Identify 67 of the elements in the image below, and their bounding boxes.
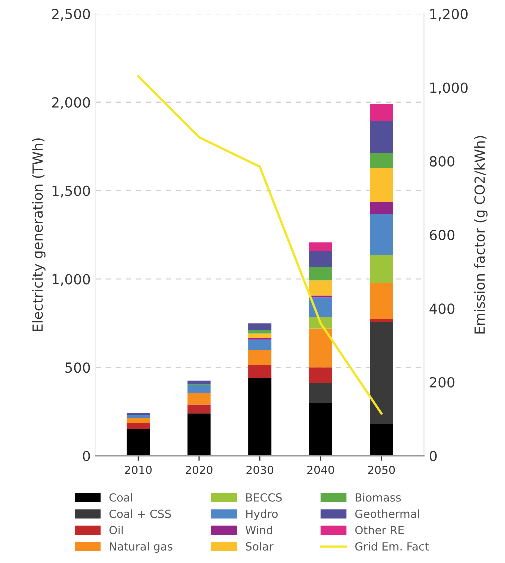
y-tick-label: 2,000 bbox=[52, 97, 90, 110]
bar bbox=[370, 202, 394, 214]
bar bbox=[370, 424, 394, 456]
bar bbox=[248, 340, 272, 350]
bar bbox=[188, 393, 211, 405]
y-tick-label: 1,500 bbox=[52, 186, 90, 198]
x-tick-label: 2030 bbox=[246, 466, 274, 474]
bar bbox=[309, 251, 332, 268]
legend-label: Geothermal bbox=[356, 510, 420, 518]
y2-tick-label: 400 bbox=[430, 304, 455, 314]
legend-label: Solar bbox=[246, 542, 274, 551]
bar bbox=[126, 423, 150, 430]
x-tick-label: 2010 bbox=[125, 466, 152, 474]
y2-tick-label: 200 bbox=[430, 377, 455, 388]
x-tick-label: 2040 bbox=[308, 466, 334, 474]
legend-label: Biomass bbox=[356, 493, 402, 502]
legend-label: Coal bbox=[110, 493, 132, 502]
bar bbox=[370, 256, 394, 284]
bar bbox=[188, 380, 211, 384]
bar bbox=[309, 384, 332, 403]
bar bbox=[370, 214, 394, 256]
bar bbox=[309, 280, 332, 296]
legend-label: BECCS bbox=[246, 494, 282, 502]
bar bbox=[126, 430, 150, 456]
y2-tick-label: 1,200 bbox=[430, 9, 468, 21]
y2-tick-label: 800 bbox=[430, 156, 455, 167]
y-tick-label: 0 bbox=[83, 451, 90, 462]
y2-axis-title: Emission factor (g CO2/kWh) bbox=[474, 136, 488, 334]
bar bbox=[370, 168, 394, 203]
x-tick-label: 2050 bbox=[368, 466, 396, 474]
bar bbox=[370, 283, 394, 320]
legend-label: Coal + CSS bbox=[110, 510, 172, 518]
line-series bbox=[137, 76, 383, 415]
y-tick-label: 500 bbox=[66, 362, 90, 374]
legend-label: Other RE bbox=[356, 526, 404, 535]
y-tick-label: 2,500 bbox=[52, 9, 90, 21]
bar bbox=[370, 153, 394, 168]
y2-tick-label: 0 bbox=[430, 451, 437, 462]
bar bbox=[370, 121, 394, 154]
legend-label: Grid Em. Fact bbox=[356, 542, 430, 551]
bar bbox=[309, 267, 332, 281]
bar bbox=[309, 242, 332, 252]
bar bbox=[309, 402, 332, 456]
bar bbox=[248, 378, 272, 456]
bar bbox=[248, 364, 272, 378]
y2-tick-label: 600 bbox=[430, 230, 455, 241]
y-axis-title: Electricity generation (TWh) bbox=[32, 138, 46, 332]
legend-label: Hydro bbox=[246, 510, 278, 520]
bar bbox=[126, 415, 150, 418]
bar bbox=[126, 418, 150, 424]
bar bbox=[248, 324, 272, 330]
legend-label: Natural gas bbox=[110, 542, 173, 553]
bar bbox=[188, 385, 211, 394]
bar bbox=[188, 414, 211, 456]
bar bbox=[248, 334, 272, 338]
x-tick-label: 2020 bbox=[186, 466, 213, 474]
bar bbox=[248, 350, 272, 365]
y-tick-label: 1,000 bbox=[52, 274, 90, 286]
y2-tick-label: 1,000 bbox=[430, 82, 468, 95]
bar bbox=[309, 328, 332, 368]
bar bbox=[188, 404, 211, 414]
legend-label: Wind bbox=[246, 526, 272, 535]
bar bbox=[370, 320, 394, 323]
bar bbox=[309, 368, 332, 384]
bar bbox=[370, 104, 394, 122]
bar bbox=[370, 322, 394, 424]
legend-label: Oil bbox=[110, 526, 123, 535]
